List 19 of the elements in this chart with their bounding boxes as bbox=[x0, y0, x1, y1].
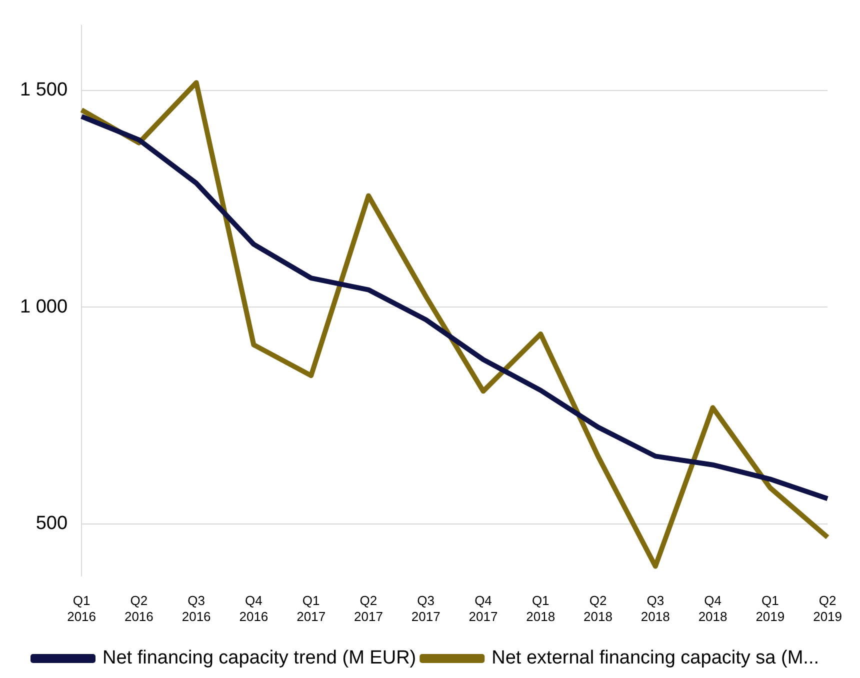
legend-label: Net financing capacity trend (M EUR) bbox=[102, 648, 416, 669]
x-tick-label: Q1 2018 bbox=[526, 593, 556, 624]
x-tick-label: Q2 2018 bbox=[584, 593, 612, 624]
x-tick-label: Q2 2016 bbox=[124, 593, 154, 624]
x-tick-label: Q3 2016 bbox=[182, 593, 211, 624]
x-tick-label: Q3 2018 bbox=[640, 593, 670, 624]
x-tick-label: Q1 2017 bbox=[296, 593, 326, 624]
y-tick-label: 500 bbox=[36, 513, 68, 534]
legend-label: Net external financing capacity sa (M... bbox=[492, 648, 819, 669]
x-tick-label: Q2 2019 bbox=[813, 593, 842, 624]
x-tick-label: Q4 2017 bbox=[468, 593, 498, 624]
x-tick-label: Q1 2016 bbox=[67, 593, 96, 624]
y-tick-label: 1 500 bbox=[20, 80, 68, 101]
x-tick-label: Q3 2017 bbox=[411, 593, 440, 624]
x-tick-label: Q2 2017 bbox=[354, 593, 383, 624]
x-tick-label: Q1 2019 bbox=[756, 593, 785, 624]
y-tick-label: 1 000 bbox=[20, 296, 68, 318]
x-tick-label: Q4 2016 bbox=[239, 593, 268, 624]
x-tick-label: Q4 2018 bbox=[698, 593, 728, 624]
